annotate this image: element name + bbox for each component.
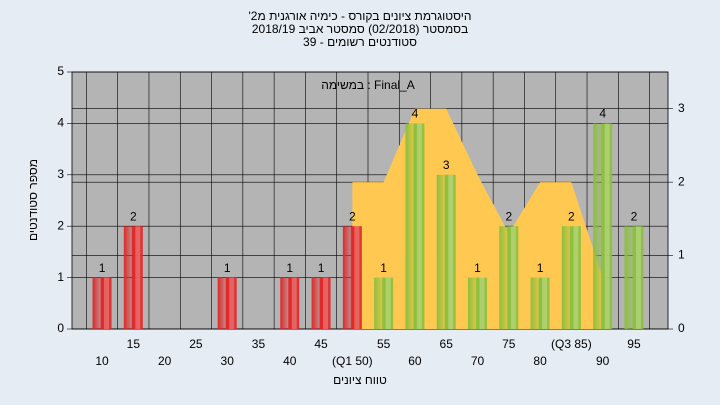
bar [405,123,425,330]
x-tick-label: 45 [314,337,328,351]
x-tick-label: 75 [502,337,516,351]
x-tick-label: 35 [252,337,266,351]
bar [311,277,331,329]
bar [499,226,519,329]
data-label: 1 [99,261,106,275]
data-label: 1 [474,261,481,275]
x-tick-label: 60 [408,354,422,368]
x-tick-label: 15 [127,337,141,351]
data-label: 2 [505,209,512,223]
bar [530,277,550,329]
x-tick-label: 70 [471,354,485,368]
bar [123,226,143,329]
data-label: 1 [224,261,231,275]
x-tick-label: 95 [627,337,641,351]
bar [468,277,488,329]
data-label: 1 [318,261,325,275]
bar [624,226,644,329]
bar [436,174,456,329]
x-tick-label: 65 [440,337,454,351]
y2-tick-label: 1 [678,248,685,262]
x-tick-label: 30 [221,354,235,368]
data-label: 1 [286,261,293,275]
y-tick-label: 5 [57,64,64,78]
bar [593,123,613,330]
x-tick-label: 25 [189,337,203,351]
chart-title: 'היסטוגרמת ציונים בקורס - כימיה אורגנית … [249,9,472,23]
bar [217,277,237,329]
y2-tick-label: 3 [678,101,685,115]
bar [342,226,362,329]
data-label: 4 [599,107,606,121]
data-label: 2 [349,209,356,223]
x-tick-label: 10 [95,354,109,368]
y-tick-label: 2 [57,218,64,232]
x-tick-label: 90 [596,354,610,368]
x-axis-label: טווח ציונים [333,373,387,387]
x-tick-label: 55 [377,337,391,351]
bar [280,277,300,329]
bar [92,277,112,329]
data-label: 4 [412,107,419,121]
x-tick-label: (Q1 50) [332,354,373,368]
chart-subtitle: בסמסטר (02/2018) סמסטר אביב 2018/19 [252,22,468,36]
data-label: 3 [443,158,450,172]
annotation: במשימה : Final_A [321,78,415,92]
data-label: 1 [380,261,387,275]
data-label: 2 [568,209,575,223]
data-label: 2 [631,209,638,223]
y2-tick-label: 2 [678,174,685,188]
y-tick-label: 1 [57,270,64,284]
y-tick-label: 0 [57,321,64,335]
data-label: 1 [537,261,544,275]
x-tick-label: (Q3 85) [551,337,592,351]
x-tick-label: 20 [158,354,172,368]
y-tick-label: 3 [57,167,64,181]
y-tick-label: 4 [57,116,64,130]
bar [561,226,581,329]
x-tick-label: 80 [533,354,547,368]
chart-subtitle: סטודנטים רשומים - 39 [303,35,417,49]
bar [374,277,394,329]
x-tick-label: 40 [283,354,297,368]
data-label: 2 [130,209,137,223]
y-axis-label: מספר סטודנטים [26,159,40,241]
y2-tick-label: 0 [678,321,685,335]
